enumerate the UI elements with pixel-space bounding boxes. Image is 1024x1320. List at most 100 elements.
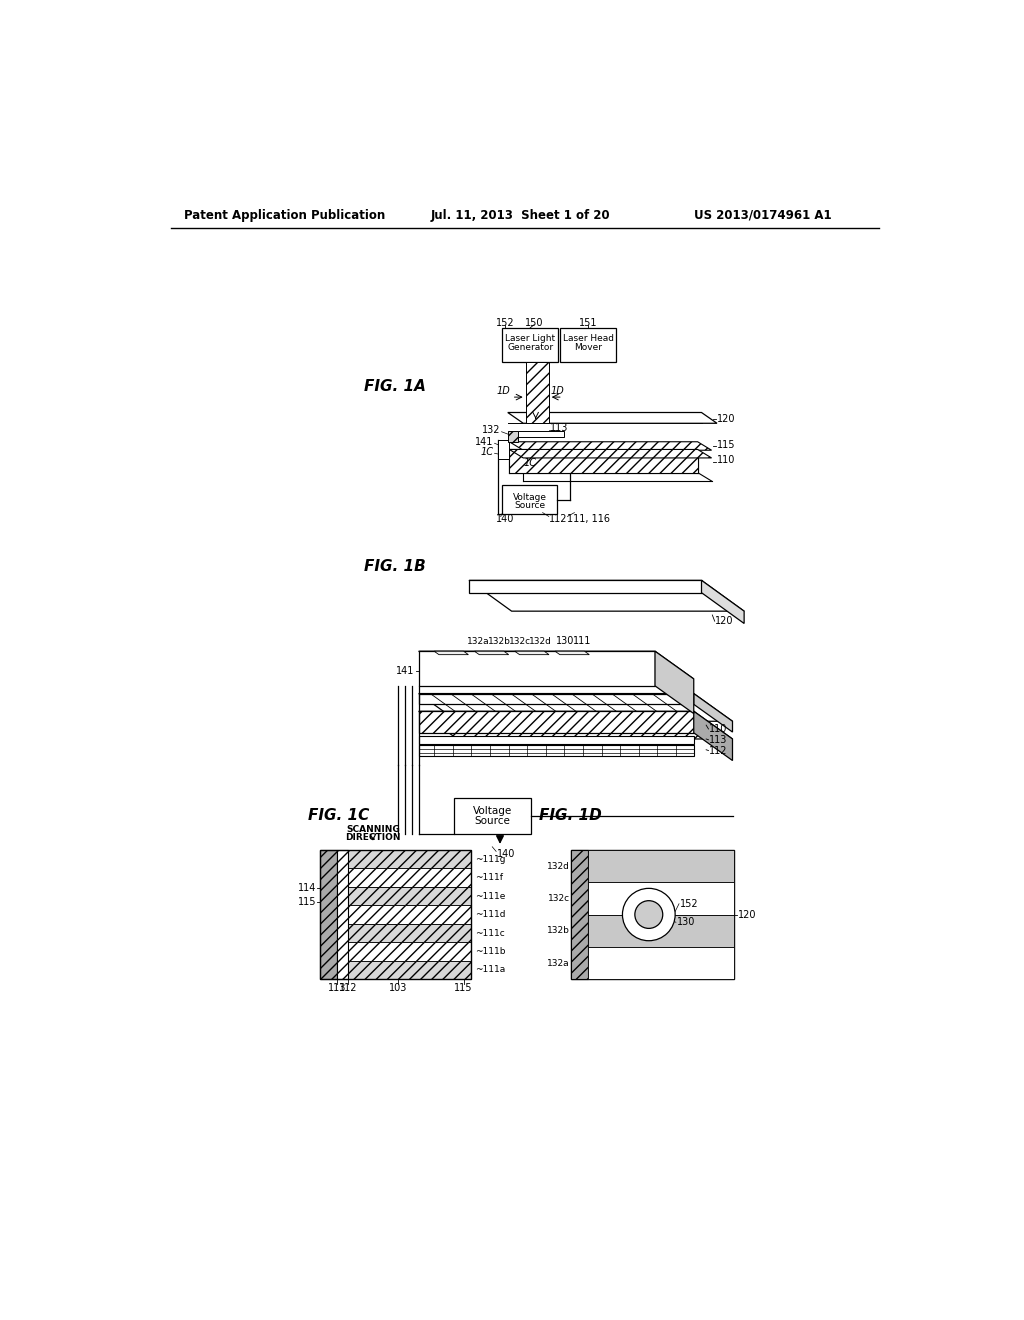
Polygon shape [509, 449, 712, 458]
Text: US 2013/0174961 A1: US 2013/0174961 A1 [693, 209, 831, 222]
Text: 113: 113 [550, 422, 568, 433]
Text: 132a: 132a [547, 958, 569, 968]
Text: 111: 111 [572, 636, 591, 647]
Text: DIRECTION: DIRECTION [345, 833, 400, 842]
Text: 1C: 1C [481, 446, 494, 457]
Polygon shape [701, 581, 744, 623]
Bar [518, 432, 564, 437]
Bar [589, 915, 734, 946]
Polygon shape [555, 651, 589, 655]
Text: 151: 151 [580, 318, 598, 329]
Bar [589, 882, 734, 915]
Text: Mover: Mover [574, 343, 602, 352]
Bar [509, 450, 697, 473]
Text: 115: 115 [455, 983, 473, 994]
Bar [508, 430, 518, 442]
Text: ~111e: ~111e [475, 891, 506, 900]
Bar [571, 850, 734, 979]
Bar [502, 484, 557, 515]
Text: 120: 120 [738, 909, 757, 920]
Text: 113: 113 [328, 983, 346, 994]
Text: ~111b: ~111b [475, 946, 506, 956]
Text: FIG. 1A: FIG. 1A [365, 379, 426, 393]
Polygon shape [419, 693, 693, 705]
Text: 132d: 132d [547, 862, 569, 870]
Text: 132b: 132b [547, 927, 569, 935]
Polygon shape [693, 693, 732, 733]
Bar [525, 362, 549, 424]
Text: 132a: 132a [467, 636, 489, 645]
Text: Laser Head: Laser Head [563, 334, 613, 343]
Bar [419, 737, 693, 743]
Polygon shape [469, 581, 744, 611]
Polygon shape [515, 651, 549, 655]
Text: FIG. 1C: FIG. 1C [308, 808, 370, 824]
Bar [348, 850, 471, 869]
Polygon shape [508, 412, 717, 424]
Text: 132: 132 [482, 425, 501, 436]
Text: ~111f: ~111f [475, 873, 503, 882]
Bar [348, 924, 471, 942]
Text: 114: 114 [298, 883, 316, 894]
Text: 150: 150 [525, 318, 544, 329]
Polygon shape [474, 651, 509, 655]
Circle shape [623, 888, 675, 941]
Text: 112: 112 [710, 746, 728, 755]
Text: 115: 115 [298, 898, 316, 907]
Text: 132c: 132c [509, 636, 530, 645]
Polygon shape [509, 442, 712, 450]
Text: 110: 110 [717, 455, 735, 465]
Text: Voltage: Voltage [512, 492, 547, 502]
Polygon shape [419, 651, 693, 678]
Bar [348, 961, 471, 979]
Bar [337, 850, 348, 979]
Polygon shape [419, 651, 655, 686]
Bar [454, 797, 531, 834]
Polygon shape [419, 711, 693, 733]
Bar [503, 327, 558, 362]
Bar [589, 946, 734, 979]
Text: 115: 115 [717, 440, 735, 450]
Text: SCANNING: SCANNING [346, 825, 399, 834]
Text: 1C: 1C [523, 458, 537, 467]
Text: 140: 140 [496, 513, 514, 524]
Text: ~111a: ~111a [475, 965, 506, 974]
Text: 120: 120 [716, 616, 734, 626]
Bar [560, 327, 616, 362]
Polygon shape [469, 581, 701, 593]
Text: Voltage: Voltage [473, 807, 512, 816]
Text: ~111c: ~111c [475, 928, 505, 937]
Text: 111, 116: 111, 116 [567, 513, 610, 524]
Text: 112: 112 [549, 513, 567, 524]
Text: Laser Light: Laser Light [505, 334, 555, 343]
Text: ~111d: ~111d [475, 909, 506, 919]
Text: 110: 110 [710, 723, 728, 734]
Bar [348, 942, 471, 961]
Text: 1D: 1D [497, 385, 510, 396]
Text: 130: 130 [556, 636, 574, 647]
Text: FIG. 1B: FIG. 1B [365, 558, 426, 574]
Bar [321, 850, 471, 979]
Text: 132d: 132d [529, 636, 552, 645]
Text: 103: 103 [388, 983, 407, 994]
Bar [571, 850, 589, 979]
Bar [321, 850, 337, 979]
Text: 130: 130 [677, 917, 695, 927]
Bar [499, 441, 509, 459]
Bar [348, 869, 471, 887]
Text: 141: 141 [475, 437, 494, 446]
Text: Source: Source [474, 816, 510, 826]
Bar [419, 744, 693, 756]
Text: Generator: Generator [507, 343, 553, 352]
Text: 152: 152 [680, 899, 698, 908]
Bar [348, 906, 471, 924]
Text: Patent Application Publication: Patent Application Publication [183, 209, 385, 222]
Polygon shape [434, 651, 468, 655]
Text: 140: 140 [497, 850, 515, 859]
Text: 141: 141 [396, 667, 415, 676]
Text: 113: 113 [710, 735, 728, 744]
Text: 120: 120 [717, 414, 735, 425]
Text: 1D: 1D [550, 385, 564, 396]
Text: 112: 112 [339, 983, 357, 994]
Text: FIG. 1D: FIG. 1D [539, 808, 601, 824]
